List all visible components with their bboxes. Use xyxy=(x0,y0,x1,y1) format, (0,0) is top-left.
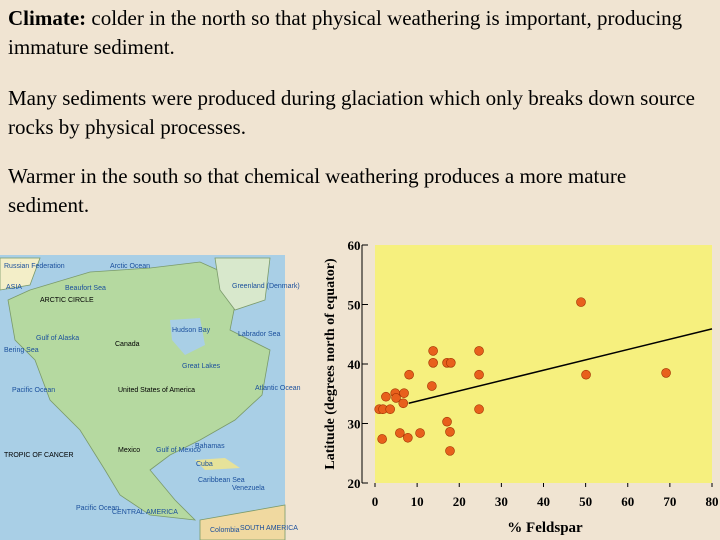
map-label: United States of America xyxy=(118,387,195,394)
map-caribbean xyxy=(195,458,240,470)
map-label: Beaufort Sea xyxy=(65,285,106,292)
map-label: Great Lakes xyxy=(182,363,221,370)
point xyxy=(428,346,438,356)
point xyxy=(661,368,671,378)
map-label: Mexico xyxy=(118,447,140,454)
map-south-america xyxy=(199,504,286,540)
map-label: Caribbean Sea xyxy=(198,477,245,484)
map-label: Atlantic Ocean xyxy=(255,385,301,392)
point xyxy=(391,393,401,403)
map-label: Bering Sea xyxy=(4,347,39,354)
map-label: ARCTIC CIRCLE xyxy=(40,297,94,304)
map-label: Bahamas xyxy=(195,443,225,450)
y-axis-label: Latitude (degrees north of equator) xyxy=(323,258,338,470)
x-tick-label: 70 xyxy=(663,494,676,509)
plot-area xyxy=(375,245,712,483)
map-label: Greenland (Denmark) xyxy=(232,283,300,290)
map-label: Canada xyxy=(115,341,140,348)
point xyxy=(381,391,391,402)
lead: Climate: xyxy=(8,6,87,30)
paragraph: Warmer in the south so that chemical wea… xyxy=(8,164,627,217)
point xyxy=(385,404,395,415)
paragraph: Many sediments were produced during glac… xyxy=(8,86,695,139)
x-tick-label: 40 xyxy=(537,494,550,509)
map-label: Pacific Ocean xyxy=(76,505,119,512)
y-tick-label: 30 xyxy=(348,417,361,432)
map-label: Pacific Ocean xyxy=(12,387,55,394)
map-label: CENTRAL AMERICA xyxy=(112,509,178,516)
point xyxy=(474,346,484,356)
point xyxy=(403,432,413,443)
x-axis-label: % Feldspar xyxy=(507,520,583,536)
map-greenland xyxy=(214,257,271,311)
map-asia xyxy=(0,257,41,291)
point xyxy=(377,434,387,444)
point xyxy=(427,381,437,391)
x-tick-label: 20 xyxy=(453,494,466,509)
y-tick-label: 20 xyxy=(348,476,361,491)
point xyxy=(576,297,586,307)
y-tick-label: 40 xyxy=(348,357,361,372)
point xyxy=(404,369,414,380)
point xyxy=(581,369,591,380)
map-label: Venezuela xyxy=(232,485,265,492)
map-label: Colombia xyxy=(210,527,240,534)
x-tick-label: 80 xyxy=(706,494,719,509)
paragraph: Climate: colder in the north so that phy… xyxy=(8,4,708,62)
point xyxy=(446,358,456,368)
map xyxy=(0,255,286,540)
map-label: Cuba xyxy=(196,461,213,468)
x-tick-label: 10 xyxy=(411,494,424,509)
point xyxy=(398,398,409,409)
point xyxy=(474,369,484,380)
point xyxy=(474,404,484,415)
body: colder in the north so that physical wea… xyxy=(8,6,683,59)
map-label: Gulf of Mexico xyxy=(156,447,201,454)
map-label: ASIA xyxy=(6,284,22,291)
map-label: Labrador Sea xyxy=(238,331,281,338)
map-label: SOUTH AMERICA xyxy=(240,525,298,532)
x-tick-label: 50 xyxy=(579,494,592,509)
y-tick-label: 50 xyxy=(348,298,361,313)
point xyxy=(415,428,425,438)
x-tick-label: 0 xyxy=(372,494,379,509)
point xyxy=(399,388,409,398)
point xyxy=(442,416,452,427)
point xyxy=(445,446,455,456)
point xyxy=(445,427,455,437)
map-label: Gulf of Alaska xyxy=(36,335,79,342)
x-tick-label: 60 xyxy=(621,494,634,509)
map-bay xyxy=(170,318,205,355)
map-label: Russian Federation xyxy=(4,263,65,270)
point xyxy=(428,358,438,368)
map-label: Arctic Ocean xyxy=(110,263,150,270)
y-tick-label: 60 xyxy=(348,238,361,253)
trend-line xyxy=(408,328,713,404)
point xyxy=(395,428,405,438)
x-tick-label: 30 xyxy=(495,494,508,509)
map-label: TROPIC OF CANCER xyxy=(4,452,74,459)
map-label: Hudson Bay xyxy=(172,327,211,334)
